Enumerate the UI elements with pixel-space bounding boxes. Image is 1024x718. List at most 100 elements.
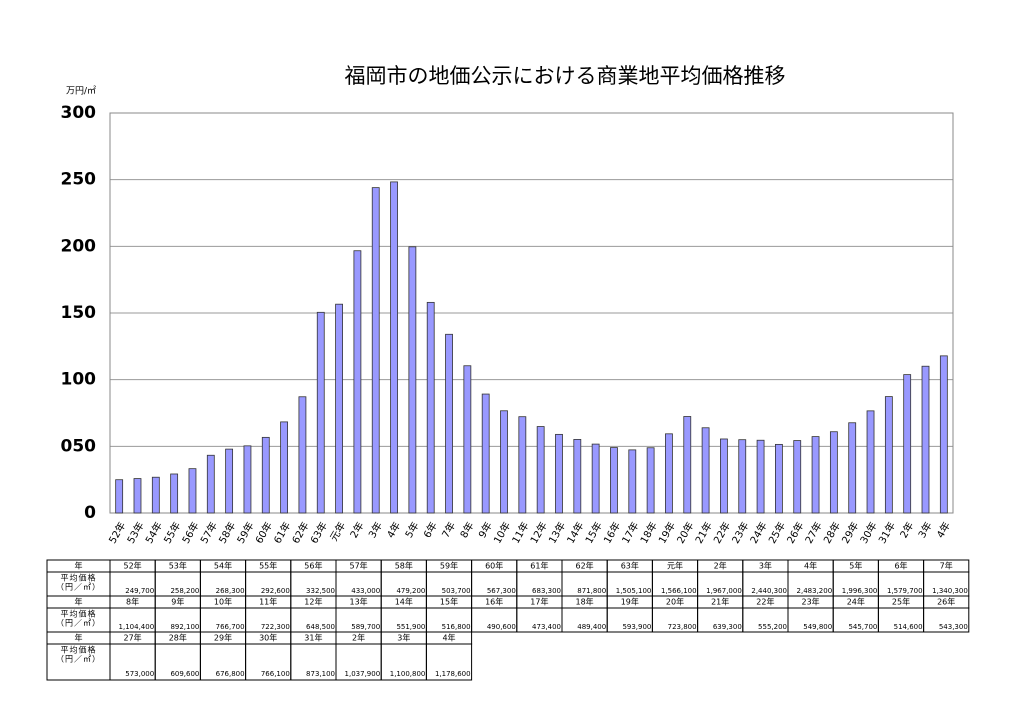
- table-price: 639,300: [713, 623, 742, 631]
- table-year: 63年: [621, 561, 639, 571]
- bar: [298, 396, 307, 514]
- table-year: 2年: [714, 561, 727, 571]
- bar: [884, 396, 893, 514]
- bar: [225, 448, 234, 514]
- table-price: 1,178,600: [435, 670, 471, 678]
- bar: [701, 427, 710, 514]
- bar: [280, 421, 288, 514]
- table-year: 25年: [892, 597, 910, 607]
- table-price: 567,300: [487, 587, 516, 595]
- table-price: 551,900: [396, 623, 425, 631]
- table-price: 433,000: [351, 587, 380, 595]
- table-year: 31年: [304, 633, 322, 643]
- bar: [371, 187, 380, 514]
- y-unit: 万円/㎡: [66, 86, 96, 97]
- table-price: 723,800: [668, 623, 697, 631]
- table-year: 4年: [804, 561, 817, 571]
- bar: [628, 449, 637, 514]
- table-price: 593,900: [622, 623, 651, 631]
- table-price: 1,340,300: [932, 587, 968, 595]
- bar: [170, 473, 179, 514]
- table-price: 766,700: [216, 623, 245, 631]
- bar: [353, 250, 362, 514]
- table-year: 3年: [759, 561, 772, 571]
- table-year: 59年: [440, 561, 458, 571]
- table-price: 892,100: [170, 623, 199, 631]
- bar: [756, 439, 765, 514]
- table-price: 1,566,100: [661, 587, 697, 595]
- bar: [591, 443, 600, 514]
- bar: [646, 447, 655, 514]
- table-price: 514,600: [894, 623, 923, 631]
- table-price: 1,100,800: [390, 670, 426, 678]
- table-year: 52年: [124, 561, 142, 571]
- table-price: 545,700: [848, 623, 877, 631]
- table-price: 292,600: [261, 587, 290, 595]
- table-year: 6年: [894, 561, 907, 571]
- table-price: 473,400: [532, 623, 561, 631]
- bar: [665, 433, 673, 514]
- table-header: 年: [75, 561, 83, 571]
- bar: [463, 365, 472, 514]
- bar: [243, 445, 252, 514]
- table-price: 683,300: [532, 587, 561, 595]
- bar: [921, 365, 930, 514]
- y-tick-label: 150: [61, 303, 97, 323]
- table-price: 490,600: [487, 623, 516, 631]
- table-price: 2,483,200: [797, 587, 833, 595]
- table-price: 2,440,300: [751, 587, 787, 595]
- table-year: 61年: [530, 561, 548, 571]
- bar: [133, 478, 142, 514]
- table-year: 元年: [667, 561, 683, 571]
- table-price: 516,800: [442, 623, 471, 631]
- table-price: 676,800: [216, 670, 245, 678]
- table-price: 503,700: [442, 587, 471, 595]
- table-year: 22年: [756, 597, 774, 607]
- bar: [811, 436, 820, 514]
- table-year: 2年: [352, 633, 365, 643]
- table-year: 3年: [397, 633, 410, 643]
- bar: [536, 426, 545, 514]
- bar: [610, 447, 618, 514]
- table-price: 489,400: [577, 623, 606, 631]
- bar: [500, 410, 508, 514]
- table-price: 258,200: [170, 587, 199, 595]
- table-price: 766,100: [261, 670, 290, 678]
- table-cell: [425, 643, 473, 681]
- table-year: 16年: [485, 597, 503, 607]
- bar: [151, 476, 160, 514]
- bar: [555, 433, 563, 514]
- table-price: 1,104,400: [119, 623, 155, 631]
- table-price: 249,700: [125, 587, 154, 595]
- plot-border: [109, 112, 954, 514]
- table-year: 30年: [259, 633, 277, 643]
- table-price: 332,500: [306, 587, 335, 595]
- table-year: 14年: [395, 597, 413, 607]
- table-price: 1,037,900: [345, 670, 381, 678]
- bar: [903, 374, 912, 514]
- table-year: 20年: [666, 597, 684, 607]
- bar: [720, 438, 728, 514]
- table-price: 1,996,300: [842, 587, 878, 595]
- table-year: 21年: [711, 597, 729, 607]
- table-price: 648,500: [306, 623, 335, 631]
- table-year: 62年: [576, 561, 594, 571]
- bar: [445, 333, 453, 514]
- y-tick-label: 200: [61, 236, 97, 256]
- table-year: 27年: [124, 633, 142, 643]
- table-header: 平均価格: [61, 609, 97, 619]
- table-price: 589,700: [351, 623, 380, 631]
- y-tick-label: 100: [61, 370, 97, 390]
- table-year: 4年: [442, 633, 455, 643]
- table-price: 871,800: [577, 587, 606, 595]
- bar: [206, 454, 215, 514]
- table-year: 28年: [169, 633, 187, 643]
- bar: [188, 468, 197, 514]
- table-year: 53年: [169, 561, 187, 571]
- bar: [939, 355, 948, 514]
- table-header: （円／㎡）: [56, 619, 101, 628]
- table-year: 7年: [940, 561, 953, 571]
- chart-title: 福岡市の地価公示における商業地平均価格推移: [345, 64, 786, 88]
- bar: [518, 416, 527, 514]
